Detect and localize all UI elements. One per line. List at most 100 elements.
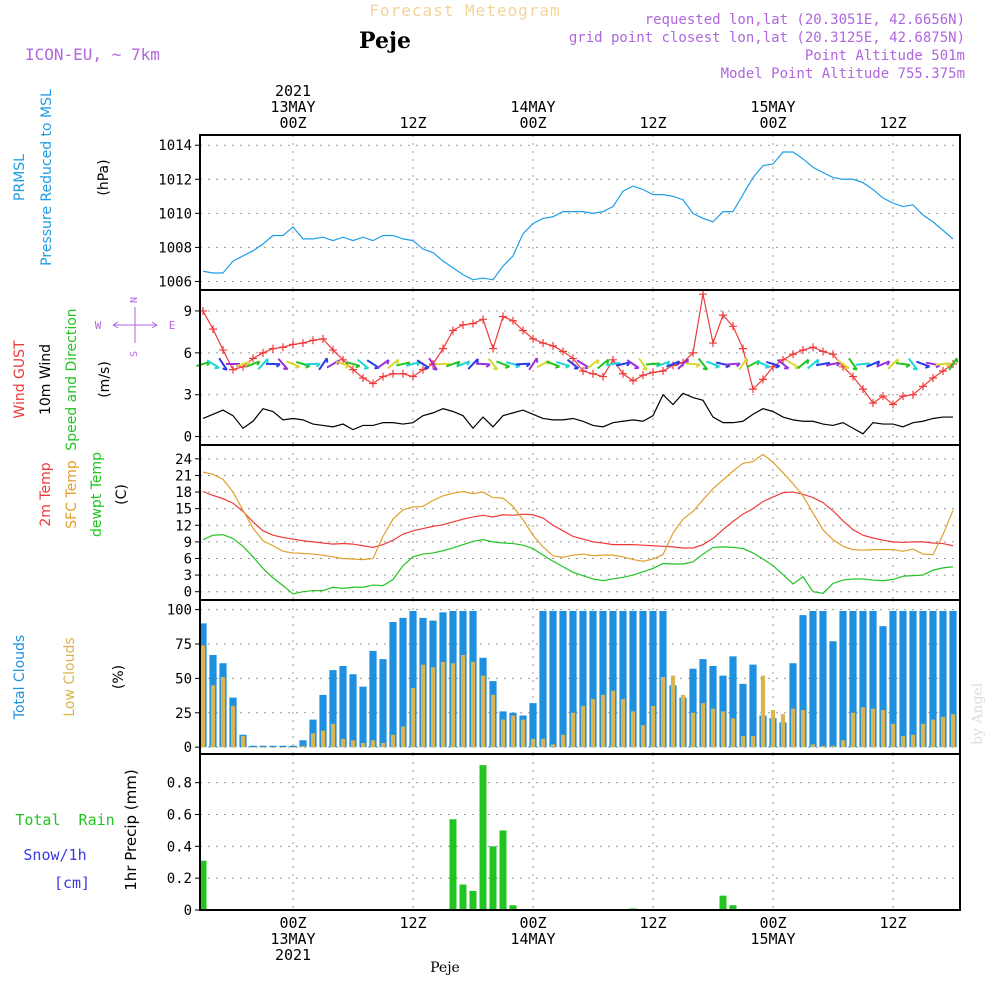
wind-direction-arrow — [416, 359, 430, 369]
gust-marker — [259, 348, 267, 357]
wind-direction-arrow — [286, 360, 300, 368]
chart-title: Forecast Meteogram — [369, 1, 560, 20]
panel-side-label: (C) — [114, 484, 130, 505]
wind-direction-arrow — [815, 361, 831, 367]
wind-direction-arrow — [576, 359, 590, 369]
low-clouds-bar — [700, 703, 706, 748]
wind-direction-arrow — [596, 358, 610, 370]
low-clouds-bar — [600, 694, 606, 748]
wind-direction-arrow — [515, 362, 531, 366]
low-clouds-bar — [690, 712, 696, 748]
wind-direction-arrow — [806, 358, 820, 370]
2m-temp-line — [202, 490, 954, 549]
wind-direction-arrow — [706, 360, 720, 368]
wind-arrowhead — [492, 367, 498, 371]
low-clouds-bar — [840, 740, 846, 748]
total-clouds-bar — [579, 611, 587, 748]
wind-direction-arrow — [685, 362, 701, 366]
y-tick-label: 1012 — [158, 172, 192, 188]
gust-marker — [639, 371, 647, 380]
top-time-label: 12Z — [639, 114, 666, 132]
total-rain-bar — [469, 890, 477, 910]
compass-south: S — [129, 351, 140, 357]
top-time-label: 00Z — [519, 114, 546, 132]
total-clouds-bar — [919, 611, 927, 748]
low-clouds-bar — [860, 707, 866, 748]
bottom-time-label: 2021 — [275, 946, 311, 964]
low-clouds-bar — [410, 688, 416, 748]
total-rain-bar — [729, 905, 737, 910]
gust-marker — [349, 365, 357, 374]
total-clouds-bar — [269, 745, 277, 748]
gust-marker — [469, 319, 477, 328]
wind-direction-arrow — [246, 360, 260, 368]
total-clouds-bar — [909, 611, 917, 748]
total-clouds-bar — [839, 611, 847, 748]
wind-arrowhead — [642, 367, 648, 371]
wind-arrowhead — [876, 360, 881, 366]
wind-arrowhead — [935, 364, 941, 369]
total-clouds-bar — [739, 683, 747, 748]
low-clouds-bar — [270, 747, 276, 748]
total-clouds-bar — [409, 611, 417, 748]
wind-direction-arrow — [446, 360, 460, 368]
panel-side-label: Wind GUST — [12, 340, 28, 419]
low-clouds-bar — [950, 714, 956, 748]
total-clouds-bar — [319, 694, 327, 748]
total-rain-bar — [459, 884, 467, 910]
low-clouds-bar — [540, 738, 546, 748]
low-clouds-bar — [630, 711, 636, 748]
wind-arrowhead — [836, 362, 841, 367]
low-clouds-bar — [640, 725, 646, 748]
y-tick-label: 0 — [184, 585, 192, 601]
y-tick-label: 3 — [184, 388, 192, 404]
snow-unit-label: [cm] — [54, 874, 90, 892]
wind-arrowhead — [345, 365, 350, 369]
gust-marker — [379, 372, 387, 381]
panel-frame — [199, 134, 961, 291]
gust-marker — [499, 312, 507, 321]
gust-marker — [459, 320, 467, 329]
panel-side-label: dewpt Temp — [89, 452, 105, 537]
wind-direction-arrow — [395, 361, 411, 367]
y-tick-label: 1014 — [158, 138, 192, 154]
low-clouds-bar — [900, 736, 906, 748]
wind-arrowhead — [504, 365, 510, 369]
wind-direction-arrow — [296, 361, 310, 367]
top-time-label: 12Z — [399, 114, 426, 132]
gust-marker — [909, 390, 917, 399]
low-clouds-bar — [580, 705, 586, 748]
gust-marker — [609, 355, 617, 364]
wind-arrowhead — [736, 362, 741, 368]
gust-marker — [549, 341, 557, 350]
wind-direction-arrow — [345, 361, 361, 367]
panel-4: 0 25 50 75 100 — [167, 599, 961, 756]
wind-arrowhead — [396, 359, 400, 365]
wind-direction-arrow — [866, 360, 880, 368]
low-clouds-bar — [650, 705, 656, 748]
gust-marker — [899, 392, 907, 401]
low-clouds-bar — [790, 708, 796, 748]
y-tick-label: 0.6 — [167, 807, 192, 823]
gust-marker — [919, 382, 927, 391]
gust-marker — [489, 344, 497, 353]
wind-arrowhead — [764, 365, 770, 369]
low-clouds-bar — [850, 712, 856, 748]
low-clouds-bar — [760, 675, 766, 748]
total-rain-bar — [719, 895, 727, 910]
total-clouds-bar — [689, 668, 697, 748]
total-clouds-bar — [869, 611, 877, 748]
low-clouds-bar — [330, 723, 336, 748]
y-tick-label: 9 — [184, 535, 192, 551]
wind-direction-arrow — [206, 359, 220, 369]
low-clouds-bar — [500, 719, 506, 748]
gust-marker — [449, 326, 457, 335]
wind-arrowhead — [432, 367, 438, 371]
wind-direction-arrow — [496, 360, 510, 368]
total-clouds-bar — [359, 686, 367, 748]
low-clouds-bar — [430, 667, 436, 748]
total-clouds-bar — [599, 611, 607, 748]
wind-direction-arrow — [786, 359, 800, 369]
total-clouds-bar — [249, 745, 257, 748]
